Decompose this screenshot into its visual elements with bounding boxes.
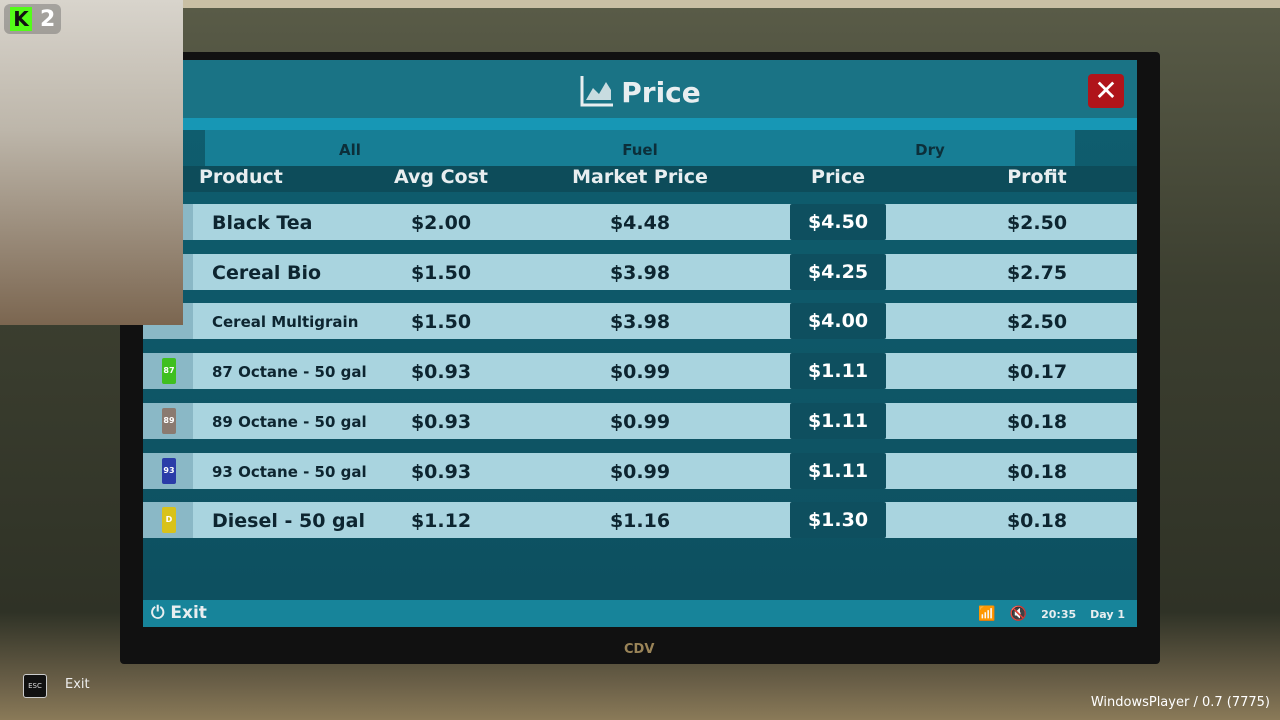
product-name: 87 Octane - 50 gal bbox=[212, 363, 367, 382]
tab-all[interactable]: All bbox=[339, 141, 361, 159]
profit: $0.18 bbox=[1006, 410, 1068, 433]
exit-label: Exit bbox=[170, 603, 207, 623]
avg-cost: $0.93 bbox=[410, 410, 472, 433]
avg-cost: $0.93 bbox=[410, 460, 472, 483]
signal-icon: 📶 bbox=[978, 606, 996, 622]
product-icon-cell: 87 bbox=[143, 353, 193, 390]
product-name: Diesel - 50 gal bbox=[212, 510, 365, 533]
header-market-price: Market Price bbox=[572, 166, 708, 188]
product-name: Black Tea bbox=[212, 212, 313, 234]
kick-count: 2 bbox=[40, 6, 56, 32]
table-row: D Diesel - 50 gal $1.12 $1.16 $1.30 $0.1… bbox=[143, 502, 1137, 539]
version-label: WindowsPlayer / 0.7 (7775) bbox=[1090, 695, 1270, 710]
price-button[interactable]: $1.11 bbox=[790, 452, 886, 489]
background-strip bbox=[183, 0, 1280, 8]
power-icon: ⏻ bbox=[151, 603, 165, 623]
market-price: $0.99 bbox=[609, 410, 671, 433]
avg-cost: $1.50 bbox=[410, 311, 472, 334]
window-title: Price bbox=[143, 74, 1137, 109]
chart-icon bbox=[580, 76, 614, 107]
product-icon-cell: D bbox=[143, 502, 193, 539]
header-price: Price bbox=[811, 166, 865, 188]
market-price: $1.16 bbox=[609, 510, 671, 533]
product-name: 89 Octane - 50 gal bbox=[212, 412, 367, 431]
profit: $2.75 bbox=[1006, 261, 1068, 284]
kick-badge: K 2 bbox=[4, 4, 62, 34]
avg-cost: $2.00 bbox=[410, 212, 472, 234]
avg-cost: $1.12 bbox=[410, 510, 472, 533]
esc-exit-label: Exit bbox=[65, 677, 90, 692]
muted-speaker-icon[interactable]: 🔇 bbox=[1009, 606, 1028, 622]
fuel-can-icon: 93 bbox=[162, 457, 176, 484]
product-icon-cell: 93 bbox=[143, 452, 193, 489]
table-row: Cereal Bio $1.50 $3.98 $4.25 $2.75 bbox=[143, 253, 1137, 290]
profit: $2.50 bbox=[1006, 212, 1068, 234]
market-price: $0.99 bbox=[609, 460, 671, 483]
table-row: 87 87 Octane - 50 gal $0.93 $0.99 $1.11 … bbox=[143, 353, 1137, 390]
price-button[interactable]: $1.11 bbox=[790, 402, 886, 439]
webcam-overlay: K 2 bbox=[0, 0, 183, 325]
title-bar bbox=[143, 60, 1137, 118]
table-row: Black Tea $2.00 $4.48 $4.50 $2.50 bbox=[143, 204, 1137, 240]
close-button[interactable]: ✕ bbox=[1088, 74, 1124, 108]
product-name: Cereal Multigrain bbox=[212, 313, 359, 332]
header-product: Product bbox=[199, 166, 283, 188]
avg-cost: $0.93 bbox=[410, 361, 472, 384]
price-button[interactable]: $4.50 bbox=[790, 204, 886, 240]
category-tabs: All Fuel Dry bbox=[205, 130, 1075, 166]
product-icon-cell: 89 bbox=[143, 402, 193, 439]
price-window: Price ✕ All Fuel Dry Product Avg Cost Ma… bbox=[143, 60, 1137, 627]
product-name: 93 Octane - 50 gal bbox=[212, 462, 367, 481]
market-price: $3.98 bbox=[609, 311, 671, 334]
price-button[interactable]: $4.00 bbox=[790, 303, 886, 340]
footer-bar: ⏻ Exit 📶 🔇 20:35 Day 1 bbox=[143, 600, 1137, 627]
table-row: 89 89 Octane - 50 gal $0.93 $0.99 $1.11 … bbox=[143, 402, 1137, 439]
monitor-brand: CDV bbox=[624, 642, 655, 657]
clock: 20:35 bbox=[1041, 607, 1077, 621]
market-price: $0.99 bbox=[609, 361, 671, 384]
price-button[interactable]: $4.25 bbox=[790, 253, 886, 290]
header-profit: Profit bbox=[1007, 166, 1067, 188]
tab-fuel[interactable]: Fuel bbox=[622, 141, 658, 159]
fuel-can-icon: 89 bbox=[162, 407, 176, 434]
header-avg-cost: Avg Cost bbox=[393, 166, 489, 188]
table-header: Product Avg Cost Market Price Price Prof… bbox=[143, 166, 1137, 192]
table-row: Cereal Multigrain $1.50 $3.98 $4.00 $2.5… bbox=[143, 303, 1137, 340]
fuel-can-icon: D bbox=[162, 507, 176, 534]
product-name: Cereal Bio bbox=[212, 261, 322, 284]
profit: $2.50 bbox=[1006, 311, 1068, 334]
price-button[interactable]: $1.30 bbox=[790, 502, 886, 539]
day-counter: Day 1 bbox=[1090, 607, 1125, 621]
tab-dry[interactable]: Dry bbox=[915, 141, 945, 159]
status-area: 📶 🔇 20:35 Day 1 bbox=[978, 606, 1125, 622]
avg-cost: $1.50 bbox=[410, 261, 472, 284]
market-price: $3.98 bbox=[609, 261, 671, 284]
esc-key-icon[interactable]: ESC bbox=[23, 674, 47, 698]
profit: $0.18 bbox=[1006, 510, 1068, 533]
kick-logo-icon: K bbox=[10, 7, 32, 31]
title-text: Price bbox=[621, 76, 701, 109]
fuel-can-icon: 87 bbox=[162, 358, 176, 385]
table-row: 93 93 Octane - 50 gal $0.93 $0.99 $1.11 … bbox=[143, 452, 1137, 489]
title-divider bbox=[143, 118, 1137, 130]
exit-button[interactable]: ⏻ Exit bbox=[151, 603, 207, 623]
profit: $0.18 bbox=[1006, 460, 1068, 483]
market-price: $4.48 bbox=[609, 212, 671, 234]
profit: $0.17 bbox=[1006, 361, 1068, 384]
price-button[interactable]: $1.11 bbox=[790, 353, 886, 390]
